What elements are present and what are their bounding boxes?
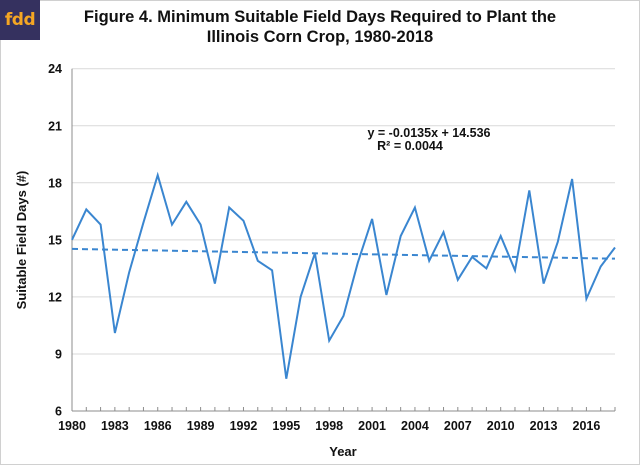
x-tick-label: 1995 xyxy=(272,419,300,433)
x-tick-label: 2007 xyxy=(444,419,472,433)
y-tick-labels: 6 9 12 15 18 21 24 xyxy=(48,62,62,418)
y-tick-label: 21 xyxy=(48,119,62,133)
y-tick-label: 12 xyxy=(48,290,62,304)
trendline-equation: y = -0.0135x + 14.536 xyxy=(367,126,490,140)
trendline xyxy=(71,247,616,260)
x-tick-label: 2001 xyxy=(358,419,386,433)
gridlines xyxy=(72,68,615,355)
x-tick-label: 1989 xyxy=(187,419,215,433)
x-tick-label: 1983 xyxy=(101,419,129,433)
y-tick-label: 15 xyxy=(48,233,62,247)
x-tick-labels: 1980 1983 1986 1989 1992 1995 1998 2001 2004 2007… xyxy=(58,419,600,433)
y-tick-label: 18 xyxy=(48,176,62,190)
x-tick-label: 2004 xyxy=(401,419,429,433)
chart-title-line-1: Figure 4. Minimum Suitable Field Days Re… xyxy=(83,8,557,26)
logo-text: fdd xyxy=(4,10,36,30)
series-line xyxy=(71,171,616,379)
y-tick-label: 24 xyxy=(48,62,62,76)
trendline-r2: R² = 0.0044 xyxy=(377,139,443,153)
axes xyxy=(71,68,616,412)
x-tick-label: 1998 xyxy=(315,419,343,433)
fdd-logo: fdd xyxy=(0,0,40,40)
y-tick-label: 6 xyxy=(55,405,62,419)
chart-title-line-2: Illinois Corn Crop, 1980-2018 xyxy=(206,28,434,46)
y-tick-label: 9 xyxy=(55,347,62,361)
x-tick-label: 2013 xyxy=(530,419,558,433)
series-group xyxy=(71,171,616,379)
chart-title: Figure 4. Minimum Suitable Field Days Re… xyxy=(40,7,600,47)
y-axis-title: Suitable Field Days (#) xyxy=(14,171,29,310)
x-tick-label: 2010 xyxy=(487,419,515,433)
x-axis-title: Year xyxy=(329,444,356,459)
trendline-group xyxy=(71,247,616,260)
x-tick-label: 1992 xyxy=(230,419,258,433)
x-tick-label: 1986 xyxy=(144,419,172,433)
x-tick-label: 2016 xyxy=(573,419,601,433)
x-tick-label: 1980 xyxy=(58,419,86,433)
